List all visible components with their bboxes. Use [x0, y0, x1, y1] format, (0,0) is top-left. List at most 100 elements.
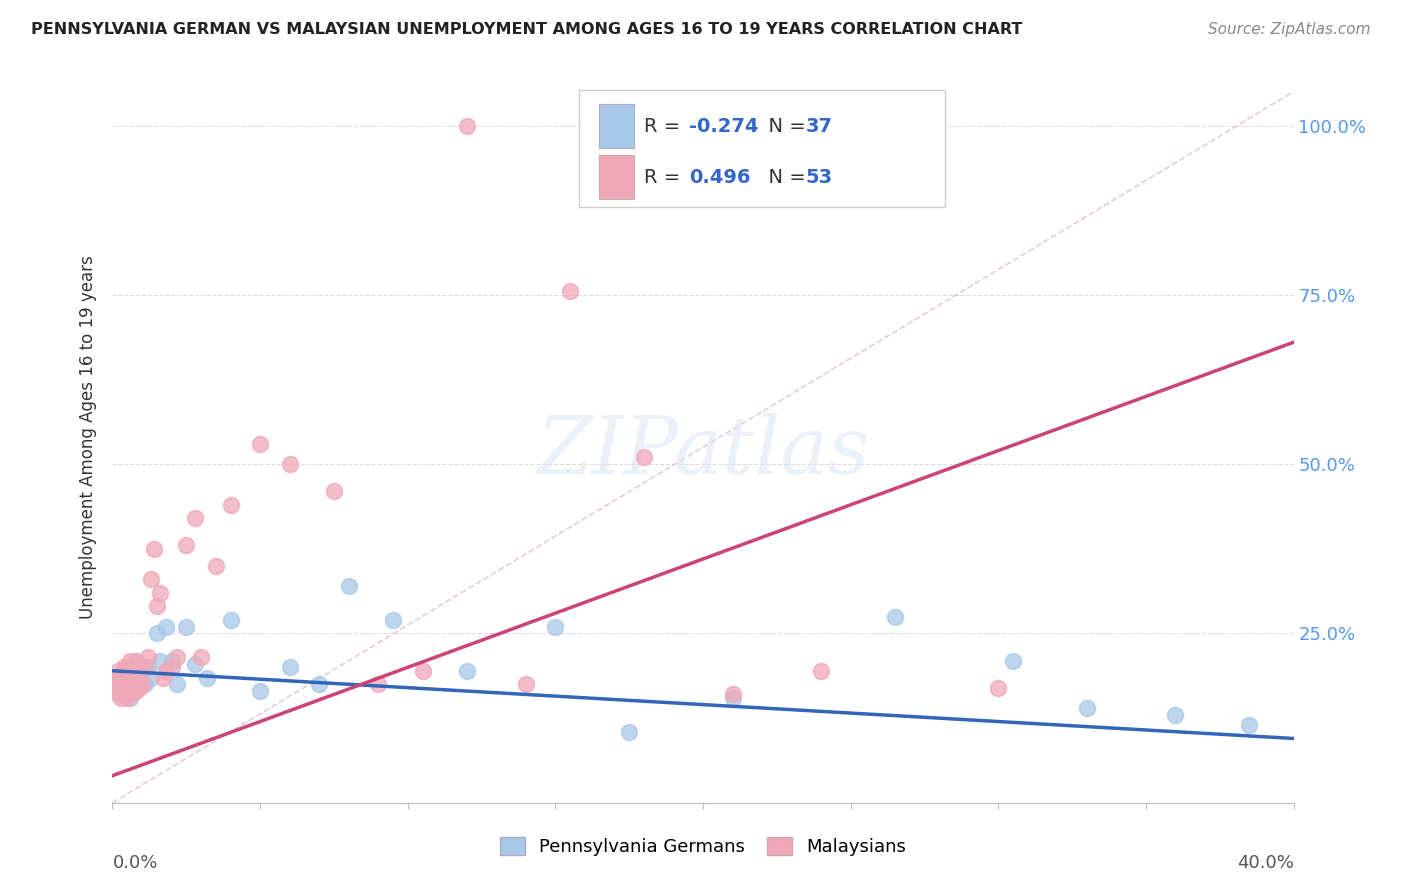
- Point: [160, 660, 183, 674]
- Point: [308, 677, 330, 691]
- Text: -0.274: -0.274: [689, 117, 758, 136]
- Point: [278, 457, 301, 471]
- Point: [120, 673, 142, 688]
- Text: N =: N =: [756, 117, 813, 136]
- Point: [337, 579, 360, 593]
- Point: [128, 681, 150, 695]
- Point: [112, 677, 135, 691]
- Text: 0.496: 0.496: [689, 168, 751, 187]
- Point: [136, 650, 159, 665]
- Point: [160, 654, 183, 668]
- Point: [112, 660, 135, 674]
- Point: [122, 684, 145, 698]
- Point: [120, 688, 142, 702]
- Point: [139, 671, 162, 685]
- Point: [249, 437, 271, 451]
- Point: [110, 667, 132, 681]
- Point: [112, 688, 135, 702]
- Point: [136, 660, 159, 674]
- Point: [987, 681, 1010, 695]
- Point: [219, 498, 242, 512]
- Text: ZIPatlas: ZIPatlas: [536, 413, 870, 491]
- Point: [146, 599, 169, 614]
- Point: [117, 664, 138, 678]
- Point: [117, 690, 138, 705]
- Text: R =: R =: [644, 168, 686, 187]
- Y-axis label: Unemployment Among Ages 16 to 19 years: Unemployment Among Ages 16 to 19 years: [79, 255, 97, 619]
- Point: [1001, 654, 1024, 668]
- Point: [131, 664, 153, 678]
- Point: [120, 690, 142, 705]
- Point: [125, 684, 148, 698]
- Point: [456, 119, 478, 133]
- Point: [139, 572, 162, 586]
- Point: [120, 660, 142, 674]
- Legend: Pennsylvania Germans, Malaysians: Pennsylvania Germans, Malaysians: [492, 830, 914, 863]
- Point: [131, 660, 153, 674]
- Point: [166, 677, 188, 691]
- Text: PENNSYLVANIA GERMAN VS MALAYSIAN UNEMPLOYMENT AMONG AGES 16 TO 19 YEARS CORRELAT: PENNSYLVANIA GERMAN VS MALAYSIAN UNEMPLO…: [31, 22, 1022, 37]
- Point: [152, 671, 174, 685]
- Point: [125, 671, 148, 685]
- FancyBboxPatch shape: [599, 155, 634, 200]
- Point: [1076, 701, 1098, 715]
- Point: [122, 667, 145, 681]
- Point: [149, 586, 172, 600]
- Point: [155, 664, 177, 678]
- Point: [107, 688, 129, 702]
- Point: [104, 684, 127, 698]
- Point: [134, 677, 156, 691]
- FancyBboxPatch shape: [599, 104, 634, 148]
- Point: [112, 688, 135, 702]
- Point: [184, 511, 207, 525]
- Point: [411, 664, 433, 678]
- Point: [195, 671, 218, 685]
- Point: [166, 650, 188, 665]
- Text: N =: N =: [756, 168, 813, 187]
- Point: [515, 677, 537, 691]
- Point: [1164, 707, 1187, 722]
- Text: 40.0%: 40.0%: [1237, 854, 1294, 872]
- Point: [128, 671, 150, 685]
- Point: [1239, 718, 1261, 732]
- Text: 0.0%: 0.0%: [112, 854, 157, 872]
- Point: [721, 688, 744, 702]
- Point: [174, 620, 197, 634]
- Point: [110, 681, 132, 695]
- Point: [323, 484, 346, 499]
- Text: R =: R =: [644, 117, 686, 136]
- Text: Source: ZipAtlas.com: Source: ZipAtlas.com: [1208, 22, 1371, 37]
- Point: [117, 660, 138, 674]
- Point: [278, 660, 301, 674]
- Point: [146, 626, 169, 640]
- Point: [174, 538, 197, 552]
- Point: [104, 671, 127, 685]
- Point: [128, 671, 150, 685]
- Point: [456, 664, 478, 678]
- Point: [219, 613, 242, 627]
- Point: [117, 677, 138, 691]
- Point: [120, 654, 142, 668]
- Point: [112, 671, 135, 685]
- Text: 37: 37: [806, 117, 832, 136]
- Point: [149, 654, 172, 668]
- Point: [884, 609, 907, 624]
- Text: 53: 53: [806, 168, 832, 187]
- Point: [382, 613, 405, 627]
- Point: [810, 664, 832, 678]
- Point: [107, 664, 129, 678]
- Point: [125, 654, 148, 668]
- Point: [142, 541, 165, 556]
- Point: [619, 724, 641, 739]
- Point: [205, 558, 228, 573]
- Point: [107, 673, 129, 688]
- Point: [107, 677, 129, 691]
- Point: [558, 285, 582, 299]
- Point: [134, 660, 156, 674]
- Point: [249, 684, 271, 698]
- Point: [633, 450, 655, 465]
- Point: [110, 677, 132, 691]
- Point: [721, 690, 744, 705]
- Point: [190, 650, 212, 665]
- FancyBboxPatch shape: [579, 90, 945, 207]
